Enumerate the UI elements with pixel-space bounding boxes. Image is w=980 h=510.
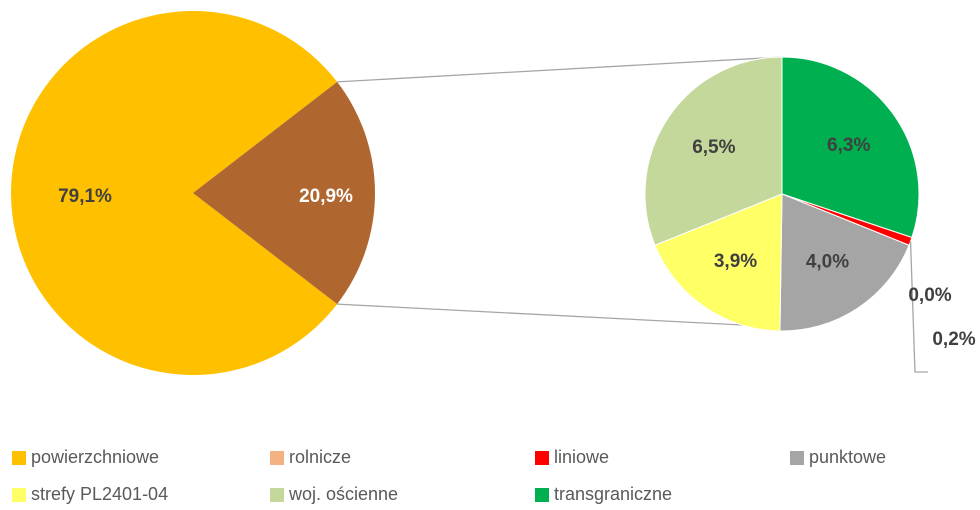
data-label: 0,0% <box>908 285 951 306</box>
legend-swatch <box>535 451 549 465</box>
legend-swatch <box>535 488 549 502</box>
pie-slice <box>644 56 783 246</box>
legend-label: rolnicze <box>289 447 351 467</box>
legend-label: powierzchniowe <box>31 447 159 467</box>
legend-swatch <box>270 488 284 502</box>
pie-slice <box>779 193 910 332</box>
legend-label: transgraniczne <box>554 484 672 504</box>
legend-label: punktowe <box>809 447 886 467</box>
legend-label: liniowe <box>554 447 609 467</box>
legend-label: woj. ościenne <box>288 484 398 504</box>
legend-swatch <box>270 451 284 465</box>
pie-slice <box>781 56 920 239</box>
leader-line <box>909 241 928 373</box>
legend-swatch <box>12 488 26 502</box>
data-label: 4,0% <box>806 251 849 272</box>
pie-slice <box>654 193 783 332</box>
legend-swatch <box>790 451 804 465</box>
data-label: 0,2% <box>932 329 975 350</box>
connector-line <box>337 56 783 83</box>
pie-slice <box>10 11 338 376</box>
data-label: 6,5% <box>692 137 735 158</box>
pie-slice <box>193 81 376 305</box>
data-label: 3,9% <box>714 251 757 272</box>
legend-swatch <box>12 451 26 465</box>
data-label: 6,3% <box>827 135 870 156</box>
data-label: 79,1% <box>58 186 112 207</box>
connector-line <box>337 303 743 326</box>
data-label: 20,9% <box>299 186 353 207</box>
legend-label: strefy PL2401-04 <box>31 484 168 504</box>
